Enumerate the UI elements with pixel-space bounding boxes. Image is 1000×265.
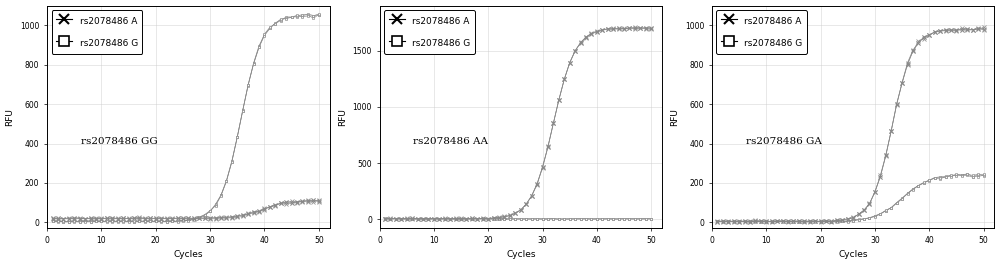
Y-axis label: RFU: RFU (338, 108, 347, 126)
Legend: rs2078486 A, rs2078486 G: rs2078486 A, rs2078486 G (384, 10, 475, 54)
X-axis label: Cycles: Cycles (174, 250, 203, 259)
Legend: rs2078486 A, rs2078486 G: rs2078486 A, rs2078486 G (716, 10, 807, 54)
Y-axis label: RFU: RFU (6, 108, 15, 126)
Y-axis label: RFU: RFU (670, 108, 679, 126)
Legend: rs2078486 A, rs2078486 G: rs2078486 A, rs2078486 G (52, 10, 142, 54)
Text: rs2078486 AA: rs2078486 AA (413, 137, 488, 146)
Text: rs2078486 GG: rs2078486 GG (81, 137, 158, 146)
Text: rs2078486 GA: rs2078486 GA (746, 137, 822, 146)
X-axis label: Cycles: Cycles (838, 250, 868, 259)
X-axis label: Cycles: Cycles (506, 250, 536, 259)
